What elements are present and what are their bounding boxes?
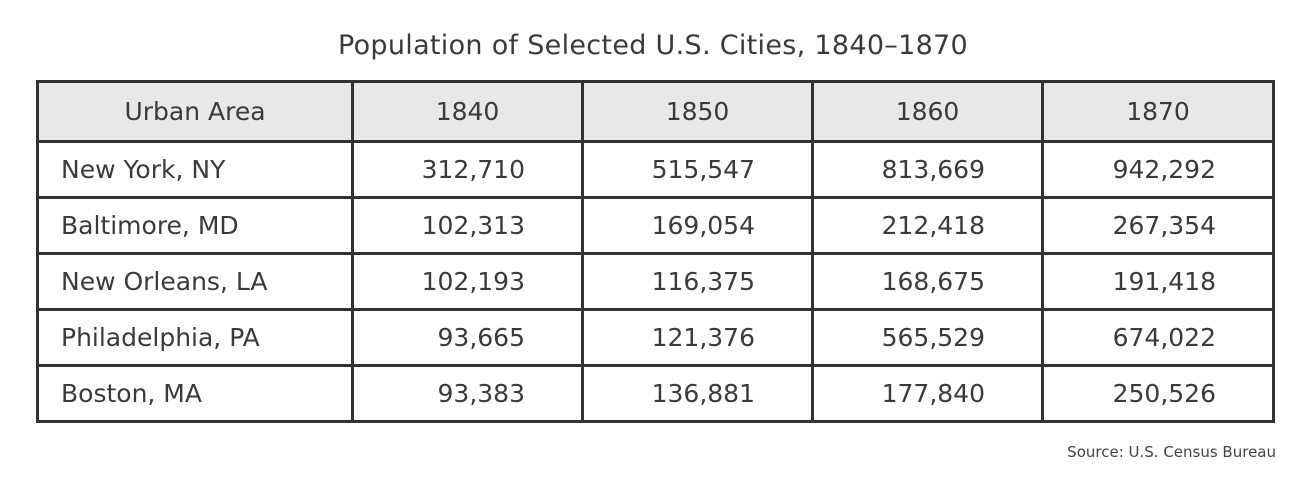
- table-row-philadelphia: Philadelphia, PA 93,665 121,376 565,529 …: [36, 308, 1275, 367]
- cell-1850: 136,881: [581, 364, 814, 423]
- column-header-1870: 1870: [1041, 80, 1275, 143]
- cell-1840: 93,383: [351, 364, 584, 423]
- cell-1850: 169,054: [581, 196, 814, 255]
- cell-1870: 250,526: [1041, 364, 1275, 423]
- table-row-new-orleans: New Orleans, LA 102,193 116,375 168,675 …: [36, 252, 1275, 311]
- column-header-1840: 1840: [351, 80, 584, 143]
- cell-city: Boston, MA: [36, 364, 354, 423]
- cell-1860: 813,669: [811, 140, 1044, 199]
- cell-1840: 312,710: [351, 140, 584, 199]
- cell-city: Philadelphia, PA: [36, 308, 354, 367]
- cell-1840: 102,193: [351, 252, 584, 311]
- cell-1840: 93,665: [351, 308, 584, 367]
- cell-1860: 168,675: [811, 252, 1044, 311]
- cell-1840: 102,313: [351, 196, 584, 255]
- source-note: Source: U.S. Census Bureau: [1067, 443, 1276, 461]
- column-header-1850: 1850: [581, 80, 814, 143]
- table-title: Population of Selected U.S. Cities, 1840…: [337, 30, 969, 61]
- cell-city: Baltimore, MD: [36, 196, 354, 255]
- table-row-boston: Boston, MA 93,383 136,881 177,840 250,52…: [36, 364, 1275, 423]
- cell-1870: 191,418: [1041, 252, 1275, 311]
- table-row-baltimore: Baltimore, MD 102,313 169,054 212,418 26…: [36, 196, 1275, 255]
- table-row-new-york: New York, NY 312,710 515,547 813,669 942…: [36, 140, 1275, 199]
- population-table: Urban Area 1840 1850 1860 1870 New York,…: [36, 80, 1275, 423]
- column-header-urban-area: Urban Area: [36, 80, 354, 143]
- cell-1850: 116,375: [581, 252, 814, 311]
- cell-1860: 177,840: [811, 364, 1044, 423]
- cell-1860: 212,418: [811, 196, 1044, 255]
- column-header-1860: 1860: [811, 80, 1044, 143]
- cell-1870: 942,292: [1041, 140, 1275, 199]
- cell-1870: 267,354: [1041, 196, 1275, 255]
- cell-city: New York, NY: [36, 140, 354, 199]
- cell-city: New Orleans, LA: [36, 252, 354, 311]
- header-row: Urban Area 1840 1850 1860 1870: [36, 80, 1275, 143]
- cell-1850: 121,376: [581, 308, 814, 367]
- cell-1860: 565,529: [811, 308, 1044, 367]
- cell-1850: 515,547: [581, 140, 814, 199]
- cell-1870: 674,022: [1041, 308, 1275, 367]
